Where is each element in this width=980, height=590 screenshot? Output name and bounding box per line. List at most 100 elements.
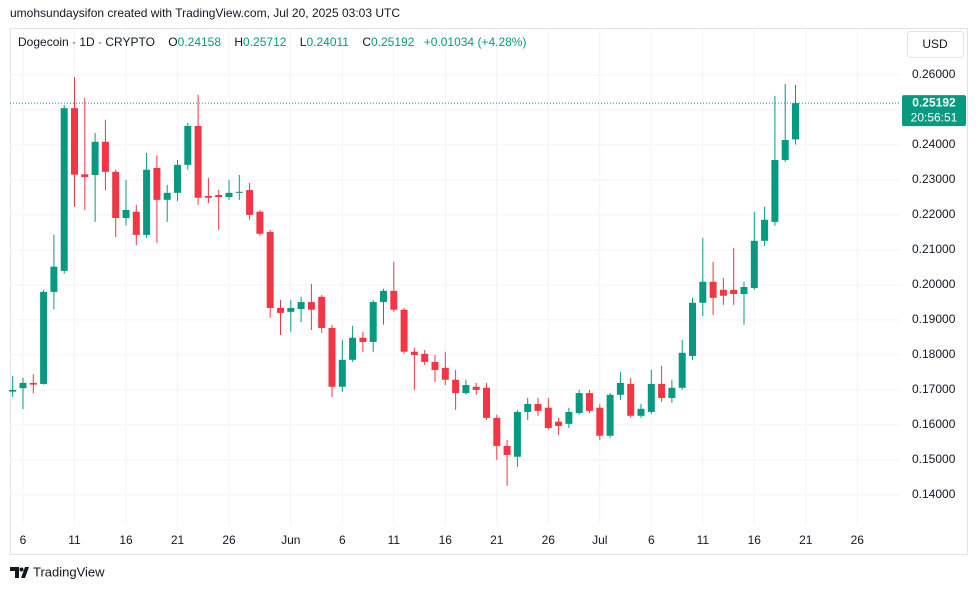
candle-body bbox=[709, 281, 717, 298]
candle-body bbox=[441, 367, 449, 380]
candle-body bbox=[50, 266, 58, 292]
ohlc-value: 0.25192 bbox=[370, 35, 415, 49]
candle-body bbox=[266, 232, 274, 308]
candle-body bbox=[9, 389, 17, 392]
x-tick-label: 21 bbox=[799, 533, 813, 547]
currency[interactable]: USD bbox=[922, 37, 948, 51]
candle-body bbox=[153, 168, 161, 200]
countdown: 20:56:51 bbox=[911, 110, 958, 124]
x-tick-label: 11 bbox=[697, 533, 710, 547]
x-tick-label: 16 bbox=[119, 533, 133, 547]
candle-body bbox=[235, 191, 243, 193]
x-tick-label: Jun bbox=[281, 533, 300, 547]
candle-body bbox=[616, 382, 624, 395]
candle-body bbox=[225, 192, 233, 198]
ohlc-label: O bbox=[168, 35, 178, 49]
candle-body bbox=[122, 210, 130, 219]
candle-body bbox=[740, 287, 748, 294]
candle-body bbox=[493, 417, 501, 446]
candle-body bbox=[19, 382, 27, 389]
candle-body bbox=[349, 337, 357, 360]
candle-body bbox=[565, 411, 573, 424]
candle-body bbox=[390, 290, 398, 310]
y-tick-label: 0.26000 bbox=[912, 67, 956, 81]
chart-frame bbox=[10, 28, 968, 555]
candle-body bbox=[174, 164, 181, 193]
candle-body bbox=[143, 169, 151, 235]
candle-body bbox=[246, 190, 254, 215]
candle-body bbox=[462, 385, 470, 394]
ohlc-value: 0.24158 bbox=[177, 35, 222, 49]
x-tick-label: 6 bbox=[20, 533, 27, 547]
candle-body bbox=[678, 352, 686, 388]
candle-body bbox=[318, 296, 326, 328]
candle-body bbox=[699, 281, 707, 303]
x-tick-label: Jul bbox=[592, 533, 607, 547]
ohlc-value: 0.25712 bbox=[243, 35, 287, 49]
candle-body bbox=[91, 141, 99, 175]
candle-body bbox=[761, 219, 769, 241]
y-tick-label: 0.16000 bbox=[912, 417, 956, 431]
candle-body bbox=[60, 108, 68, 271]
candle-body bbox=[524, 403, 532, 412]
candle-body bbox=[307, 302, 315, 310]
y-tick-label: 0.15000 bbox=[912, 452, 956, 466]
candle-body bbox=[287, 308, 295, 312]
candle-body bbox=[421, 353, 429, 362]
attribution: umohsundaysifon created with TradingView… bbox=[10, 6, 400, 20]
candle-body bbox=[101, 141, 109, 172]
candle-body bbox=[472, 386, 480, 390]
y-tick-label: 0.24000 bbox=[912, 137, 956, 151]
brand: TradingView bbox=[33, 564, 105, 579]
candle-body bbox=[410, 351, 418, 355]
candle-body bbox=[184, 126, 192, 165]
y-tick-label: 0.21000 bbox=[912, 242, 956, 256]
candle-body bbox=[297, 302, 305, 310]
candle-body bbox=[277, 308, 284, 313]
candle-body bbox=[369, 302, 377, 342]
candle-body bbox=[359, 337, 367, 342]
ohlc-label: L bbox=[299, 35, 307, 49]
currency-button[interactable] bbox=[907, 31, 964, 58]
candle-body bbox=[503, 445, 511, 455]
ohlc-label: H bbox=[234, 35, 244, 49]
candle-body bbox=[750, 240, 758, 289]
candle-body bbox=[163, 192, 171, 200]
candle-body bbox=[513, 411, 521, 457]
candle-body bbox=[596, 407, 604, 436]
candle-body bbox=[792, 103, 799, 140]
candle-body bbox=[586, 393, 593, 411]
x-tick-label: 16 bbox=[439, 533, 453, 547]
candle-body bbox=[431, 361, 439, 370]
candle-body bbox=[771, 159, 779, 222]
y-tick-label: 0.17000 bbox=[912, 382, 956, 396]
x-tick-label: 11 bbox=[388, 533, 401, 547]
candle-body bbox=[132, 211, 140, 235]
y-tick-label: 0.20000 bbox=[912, 277, 956, 291]
candles bbox=[9, 77, 799, 486]
x-tick-label: 26 bbox=[851, 533, 865, 547]
candle-body bbox=[606, 394, 614, 436]
candle-body bbox=[544, 407, 552, 429]
candle-body bbox=[380, 290, 387, 303]
candle-body bbox=[781, 140, 789, 160]
candle-body bbox=[668, 387, 676, 398]
ohlc-value: 0.24011 bbox=[306, 35, 349, 49]
x-tick-label: 11 bbox=[68, 533, 81, 547]
x-tick-label: 26 bbox=[542, 533, 556, 547]
y-tick-label: 0.19000 bbox=[912, 312, 956, 326]
y-tick-label: 0.18000 bbox=[912, 347, 956, 361]
x-tick-label: 6 bbox=[648, 533, 655, 547]
candle-body bbox=[40, 291, 48, 384]
candle-body bbox=[204, 196, 212, 198]
candle-body bbox=[689, 302, 696, 356]
candle-body bbox=[555, 421, 563, 426]
candle-body bbox=[256, 211, 264, 234]
candle-body bbox=[575, 393, 583, 413]
x-tick-label: 16 bbox=[748, 533, 762, 547]
symbol: Dogecoin · 1D · CRYPTO bbox=[18, 35, 155, 49]
candle-body bbox=[328, 327, 336, 387]
brand-logo bbox=[10, 567, 29, 578]
